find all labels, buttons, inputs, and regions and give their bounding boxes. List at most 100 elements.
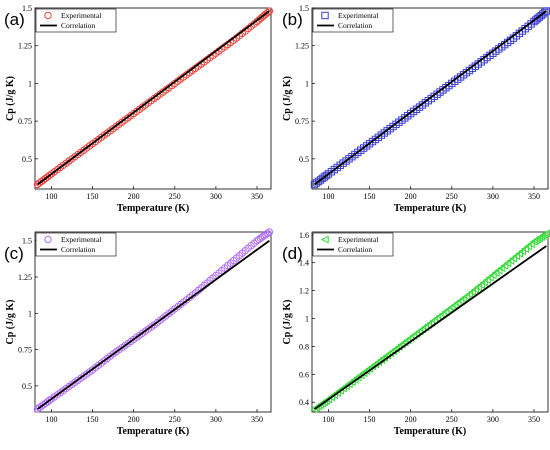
data-point [485,273,494,282]
chart-panel-2: (b) 100 150 200 250 300 350 0.5 0.75 1 1.25 1.5 Temp… [282,4,550,214]
y-axis-label: Cp (J/g K) [282,76,293,121]
y-tick-label: 1.25 [295,42,309,51]
x-tick-label: 150 [364,415,376,424]
x-tick-label: 300 [487,415,499,424]
y-axis-label: Cp (J/g K) [5,300,16,345]
x-tick-label: 100 [45,415,57,424]
legend-label-correlation: Correlation [338,245,372,254]
y-tick-label: 0.6 [299,370,309,379]
y-tick-label: 0.5 [22,155,32,164]
legend-label-experimental: Experimental [61,11,101,20]
data-point [512,252,521,261]
y-tick-label: 1 [28,79,32,88]
panel-label: (d) [282,244,303,263]
legend-label-correlation: Correlation [338,21,372,30]
y-tick-label: 0.8 [299,342,309,351]
series-correlation-line [313,245,547,410]
x-tick-label: 200 [128,415,140,424]
data-point [526,240,535,249]
x-tick-label: 250 [169,415,181,424]
chart-panel-3: (c) 100 150 200 250 300 350 0.5 0.75 1 1.25 1.5 Temp… [4,228,274,437]
chart-panel-4: (d) 100 150 200 250 300 350 0.4 0.6 0.8 1 1.2 1.4 1.6… [282,229,550,437]
y-tick-label: 1.4 [299,259,309,268]
data-point [494,266,503,275]
x-tick-label: 200 [405,192,417,201]
x-tick-label: 250 [169,192,181,201]
x-tick-label: 300 [487,192,499,201]
data-point [265,228,274,236]
chart-panel-1: (a) 100 150 200 250 300 350 0.5 0.75 1 1.25 1.5 Temp… [4,4,274,214]
data-point [473,283,482,292]
x-tick-label: 200 [128,192,140,201]
x-tick-label: 350 [528,415,540,424]
data-point [503,259,512,268]
y-axis-label: Cp (J/g K) [282,300,293,345]
data-point [468,287,477,297]
y-tick-label: 1.5 [299,4,309,13]
y-tick-label: 1.25 [18,42,32,51]
y-tick-label: 1.5 [22,237,32,246]
data-point [479,278,488,287]
x-tick-label: 350 [528,192,540,201]
y-tick-label: 0.75 [18,346,32,355]
x-tick-label: 250 [446,415,458,424]
series-correlation-line [36,10,270,186]
legend-marker-experimental [320,235,329,244]
x-tick-label: 200 [405,415,417,424]
x-tick-label: 350 [251,415,263,424]
x-tick-label: 350 [251,192,263,201]
x-tick-label: 250 [446,192,458,201]
legend-label-correlation: Correlation [61,245,95,254]
y-tick-label: 1.6 [299,231,309,240]
y-tick-label: 0.5 [299,155,309,164]
y-tick-label: 1.25 [18,273,32,282]
data-point [265,7,274,15]
panel-label: (b) [282,10,303,29]
y-tick-label: 0.5 [22,382,32,391]
y-tick-label: 1 [305,315,309,324]
legend-label-correlation: Correlation [61,21,95,30]
legend-label-experimental: Experimental [338,11,378,20]
legend-label-experimental: Experimental [338,235,378,244]
legend-marker-experimental [44,11,52,20]
y-tick-label: 0.4 [299,398,309,407]
x-axis-label: Temperature (K) [117,203,190,214]
x-axis-label: Temperature (K) [394,203,467,214]
series-correlation-line [36,239,270,410]
y-tick-label: 0.75 [18,117,32,126]
x-tick-label: 150 [364,192,376,201]
series-correlation-line [313,10,547,186]
legend-label-experimental: Experimental [61,235,101,244]
data-point [523,242,532,251]
data-point [540,8,549,17]
y-tick-label: 1 [305,79,309,88]
x-axis-label: Temperature (K) [117,426,190,437]
data-point [45,396,54,405]
data-point [520,244,529,253]
data-point [476,280,485,289]
y-tick-label: 1 [28,309,32,318]
x-tick-label: 150 [87,415,99,424]
data-point [517,247,526,256]
data-point [500,261,509,270]
panel-label: (a) [4,10,25,29]
data-point [263,8,272,17]
data-point [506,256,515,265]
data-point [488,271,497,280]
panel-label: (c) [4,244,24,263]
data-point [515,249,524,258]
data-point [482,276,491,285]
y-tick-label: 1.2 [299,287,309,296]
legend-marker-experimental [321,11,329,20]
y-axis-label: Cp (J/g K) [5,76,16,121]
x-tick-label: 100 [322,192,334,201]
x-axis-label: Temperature (K) [394,426,467,437]
x-tick-label: 300 [210,415,222,424]
x-tick-label: 300 [210,192,222,201]
data-point [470,285,479,294]
